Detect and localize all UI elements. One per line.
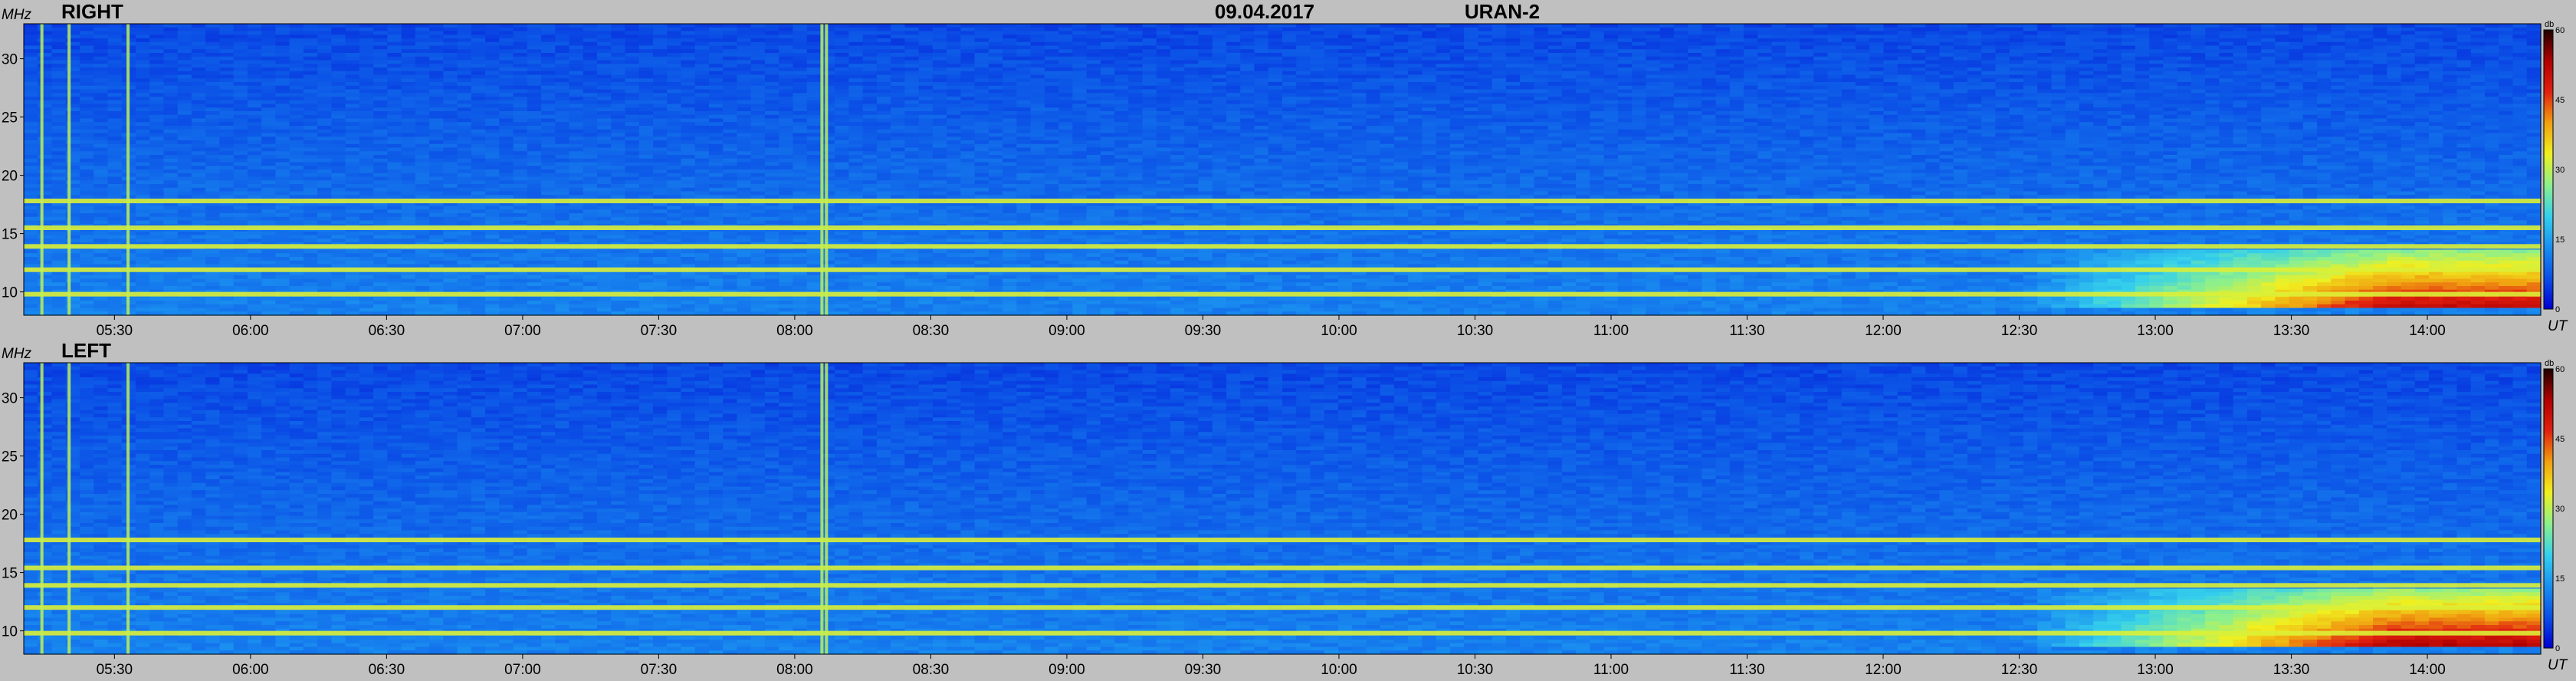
interference-band <box>24 605 2541 610</box>
x-tick-label: 06:30 <box>369 662 405 678</box>
colorbar-tick-label: 45 <box>2555 435 2565 444</box>
x-tick-label: 13:30 <box>2273 323 2310 339</box>
vertical-burst <box>126 24 130 315</box>
x-tick-label: 08:00 <box>776 662 813 678</box>
x-tick-label: 11:30 <box>1729 662 1764 678</box>
y-tick-label: 10 <box>2 285 18 301</box>
y-tick-label: 15 <box>2 566 18 582</box>
colorbar-tick-label: 0 <box>2555 644 2560 653</box>
x-tick-label: 12:30 <box>2001 323 2038 339</box>
interference-band <box>24 566 2541 571</box>
vertical-burst <box>825 24 828 315</box>
colorbar-tick-label: 60 <box>2555 26 2565 35</box>
x-tick-label: 13:00 <box>2137 662 2174 678</box>
vertical-burst <box>41 363 44 654</box>
colorbar-tick-label: 60 <box>2555 365 2565 374</box>
vertical-burst <box>67 363 71 654</box>
y-tick-label: 30 <box>2 391 18 407</box>
spectrogram-panel-left: LEFT MHz UT db 30 25 20 15 10 05:30 06:00 06:30… <box>2 339 2568 678</box>
x-tick-label: 11:00 <box>1593 662 1629 678</box>
interference-band <box>24 199 2541 203</box>
x-tick-label: 06:00 <box>232 662 269 678</box>
vertical-burst <box>820 24 823 315</box>
colorbar-tick-label: 30 <box>2555 166 2565 175</box>
x-tick-label: 08:30 <box>913 323 950 339</box>
vertical-burst <box>126 363 130 654</box>
x-tick-label: 12:00 <box>1865 323 1902 339</box>
interference-band <box>24 538 2541 542</box>
colorbar-unit: db <box>2545 359 2554 368</box>
x-axis-unit: UT <box>2548 657 2568 673</box>
spectrogram-panel-right: RIGHT MHz UT db 30 25 20 15 10 05:30 06:00 06:3… <box>2 0 2568 339</box>
panel-title: LEFT <box>61 339 111 362</box>
x-tick-label: 13:30 <box>2273 662 2310 678</box>
colorbar-unit: db <box>2545 20 2554 29</box>
x-tick-label: 07:30 <box>641 662 678 678</box>
interference-band <box>24 244 2541 248</box>
x-tick-label: 11:30 <box>1729 323 1764 339</box>
x-tick-label: 09:00 <box>1048 662 1085 678</box>
x-tick-label: 08:30 <box>913 662 950 678</box>
y-tick-label: 20 <box>2 169 18 185</box>
y-tick-label: 15 <box>2 227 18 243</box>
x-tick-label: 14:00 <box>2409 662 2446 678</box>
x-tick-label: 14:00 <box>2409 323 2446 339</box>
x-tick-label: 08:00 <box>776 323 813 339</box>
x-tick-label: 06:30 <box>369 323 405 339</box>
x-axis-unit: UT <box>2548 318 2568 334</box>
vertical-burst <box>825 363 828 654</box>
x-tick-label: 12:00 <box>1865 662 1902 678</box>
x-tick-label: 10:00 <box>1321 323 1357 339</box>
vertical-burst <box>41 24 44 315</box>
x-tick-label: 07:30 <box>641 323 678 339</box>
y-axis-unit: MHz <box>2 346 32 362</box>
x-tick-label: 05:30 <box>97 662 133 678</box>
interference-band <box>24 631 2541 636</box>
colorbar-tick-label: 15 <box>2555 235 2565 245</box>
y-tick-label: 25 <box>2 110 18 127</box>
interference-band <box>24 268 2541 272</box>
vertical-burst <box>67 24 71 315</box>
colorbar-tick-label: 30 <box>2555 505 2565 514</box>
y-tick-label: 30 <box>2 52 18 68</box>
y-tick-label: 10 <box>2 624 18 640</box>
x-tick-label: 10:30 <box>1457 323 1494 339</box>
panel-title: RIGHT <box>61 0 123 23</box>
x-tick-label: 09:30 <box>1185 662 1222 678</box>
x-tick-label: 09:30 <box>1185 323 1222 339</box>
vertical-burst <box>820 363 823 654</box>
heatmap-raster <box>24 363 2542 655</box>
interference-band <box>24 292 2541 297</box>
x-tick-label: 10:00 <box>1321 662 1357 678</box>
x-tick-label: 05:30 <box>97 323 133 339</box>
colorbar <box>2544 30 2553 309</box>
figure-instrument: URAN-2 <box>1465 0 1540 23</box>
x-tick-label: 07:00 <box>504 662 541 678</box>
x-tick-label: 10:30 <box>1457 662 1494 678</box>
figure-date: 09.04.2017 <box>1215 0 1314 23</box>
colorbar-tick-label: 45 <box>2555 96 2565 105</box>
x-tick-label: 07:00 <box>504 323 541 339</box>
x-tick-label: 09:00 <box>1048 323 1085 339</box>
y-axis-unit: MHz <box>2 7 32 23</box>
x-tick-label: 12:30 <box>2001 662 2038 678</box>
interference-band <box>24 583 2541 587</box>
y-tick-label: 25 <box>2 449 18 466</box>
x-tick-label: 11:00 <box>1593 323 1629 339</box>
colorbar-tick-label: 0 <box>2555 305 2560 314</box>
interference-band <box>24 225 2541 230</box>
y-tick-label: 20 <box>2 508 18 524</box>
colorbar-tick-label: 15 <box>2555 574 2565 584</box>
x-tick-label: 06:00 <box>232 323 269 339</box>
colorbar <box>2544 369 2553 648</box>
x-tick-label: 13:00 <box>2137 323 2174 339</box>
